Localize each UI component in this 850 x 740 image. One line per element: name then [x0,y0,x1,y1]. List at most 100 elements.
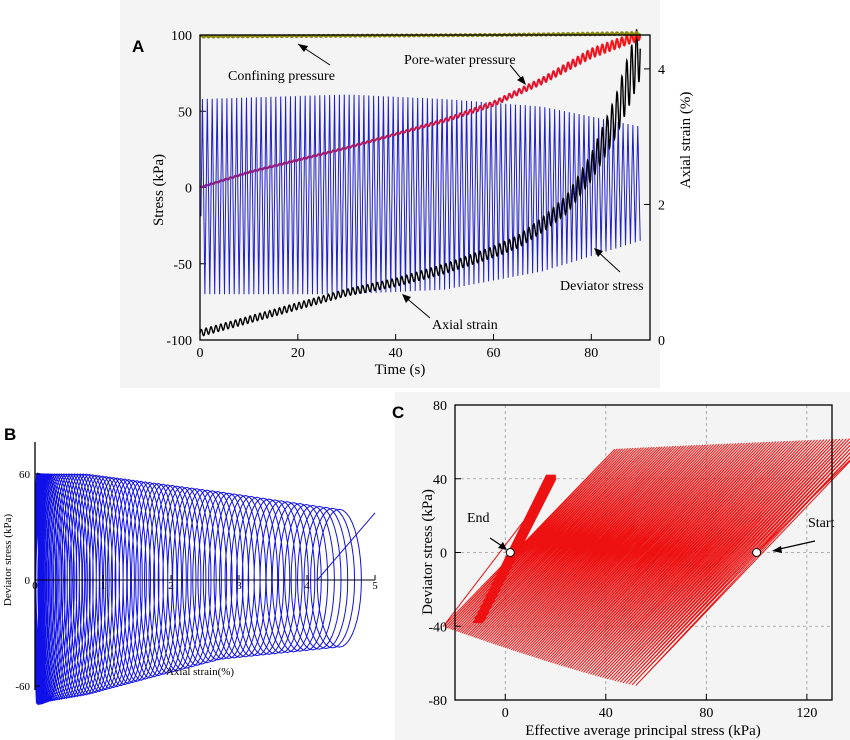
pore-water-pressure-series [345,143,363,149]
panel-a-x-tick-label: 60 [486,346,500,361]
panel-a-series [199,29,642,337]
pore-water-pressure-series [360,138,377,145]
pore-water-pressure-series [389,130,407,137]
panel-c-y-tick-label: 0 [440,547,447,562]
pore-water-pressure-series [199,182,216,189]
end-label: End [467,511,490,526]
confining-pressure-arrow-head [298,44,308,52]
panel-c-series [442,438,850,686]
panel-a-x-tick-label: 20 [291,346,305,361]
panel-a-y-tick-label: 0 [185,182,192,197]
pore-water-pressure-series [477,101,495,111]
panel-c-x-axis-label: Effective average principal stress (kPa) [525,723,760,739]
panel-b-y-tick-label: 60 [19,469,31,481]
axial-strain-arrow-head [402,294,411,303]
annotation-axial-strain: Axial strain [402,294,498,333]
pore-water-pressure-series [507,87,524,99]
pore-water-pressure-series [492,95,510,106]
panel-c-markers [505,548,762,557]
panel-a-y2-tick-label: 0 [658,334,665,349]
panel-a-y-tick-label: -50 [173,258,192,273]
pore-water-pressure-series [243,168,260,175]
pore-water-pressure-series [551,64,568,78]
annotation-start: Start [772,516,835,553]
pore-water-pressure-series [301,154,319,160]
pore-water-pressure-series [316,150,333,156]
panel-a-y2-tick-label: 4 [658,63,665,78]
panel-c-x-tick-label: 0 [502,706,509,721]
panel-b-y-axis-label: Deviator stress (kPa) [2,514,14,607]
panel-b-x-tick-label: 0 [32,580,38,592]
pore-water-pressure-series [331,147,348,153]
panel-b-series [34,472,376,706]
pore-water-pressure-series [375,134,392,141]
annotation-deviator-stress: Deviator stress [560,248,644,294]
panel-b-letter: B [4,425,16,444]
pore-water-pressure-series [257,165,275,171]
panel-c-ticks: 0 40 80 120 -80 -40 0 40 80 [428,399,817,721]
panel-c-y-tick-label: 40 [433,473,447,488]
annotation-confining-pressure: Confining pressure [228,43,335,84]
panel-b-x-tick-label: 2 [168,580,174,592]
start-marker [752,548,762,557]
pore-water-pressure-series [287,158,304,164]
start-arrow-head [772,546,782,553]
panel-a-plot-frame [199,34,651,341]
panel-a-y-axis-label: Stress (kPa) [151,154,167,226]
pore-water-pressure-series [433,117,451,125]
panel-a-y-tick-label: -100 [166,334,192,349]
panel-c: C 0 40 80 120 -80 -40 0 40 80 Effective average … [392,392,850,740]
pore-water-pressure-series [213,177,231,184]
panel-c-x-tick-label: 40 [599,706,613,721]
annotation-end: End [467,511,507,550]
panel-a-y-tick-label: 100 [171,29,192,44]
panel-b-x-tick-label: 1 [100,580,106,592]
start-arrow-line [774,540,816,551]
pore-water-pressure-series [448,112,466,121]
deviator-stress-arrow-head [594,248,603,257]
deviator-stress-series [200,94,641,295]
panel-a-y2-axis-label: Axial strain (%) [678,92,694,189]
pore-water-pressure-series [404,126,421,133]
pore-water-pressure-label: Pore-water pressure [404,53,516,68]
panel-c-x-tick-label: 80 [699,706,713,721]
panel-a-letter: A [132,37,144,56]
panel-b-y-tick-label: 0 [25,575,31,587]
panel-c-x-tick-label: 120 [796,706,817,721]
panel-c-y-tick-label: -80 [428,694,447,709]
panel-c-y-tick-label: -40 [428,620,447,635]
deviator-stress-label: Deviator stress [560,279,644,294]
end-arrow-head [498,542,507,550]
confining-pressure-label: Confining pressure [228,69,335,84]
pore-water-pressure-series [228,173,245,180]
pore-water-pressure-series [463,106,480,116]
pore-water-pressure-arrow-head [517,76,526,85]
pore-water-pressure-series [272,161,289,167]
panel-a-x-tick-label: 40 [389,346,403,361]
axial-strain-label: Axial strain [432,318,498,333]
panel-c-y-axis-label: Deviator stress (kPa) [420,489,436,615]
panel-b-x-axis-label: Axial strain(%) [166,666,234,678]
panel-b-hysteresis-loops [34,472,376,706]
panel-a-x-tick-label: 0 [197,346,204,361]
panel-a-y-tick-label: 50 [178,105,192,120]
panel-c-letter: C [392,403,404,422]
pore-water-pressure-series [624,30,642,45]
panel-a-ticks: 0 20 40 60 80 -100 -50 0 50 100 0 2 4 [166,29,665,361]
pore-water-pressure-series [565,55,583,71]
pore-water-pressure-series [595,41,612,57]
panel-b-y-tick-label: -60 [15,681,30,693]
pore-water-pressure-series [419,121,436,129]
panel-b-ticks: 0 1 2 3 4 5 -60 0 60 [15,469,378,693]
axial-strain-series [199,29,641,337]
start-label: Start [808,516,835,531]
pore-water-pressure-series [580,47,598,63]
annotation-pore-water-pressure: Pore-water pressure [404,53,526,85]
panel-c-y-tick-label: 80 [433,399,447,414]
end-marker [505,548,515,557]
panel-c-stress-path [442,438,850,686]
panel-a: A 0 20 40 60 80 -100 -50 0 50 100 0 2 4 Time (s) Str… [120,0,694,388]
panel-b-x-tick-label: 5 [372,580,378,592]
panel-a-y2-tick-label: 2 [658,198,665,213]
